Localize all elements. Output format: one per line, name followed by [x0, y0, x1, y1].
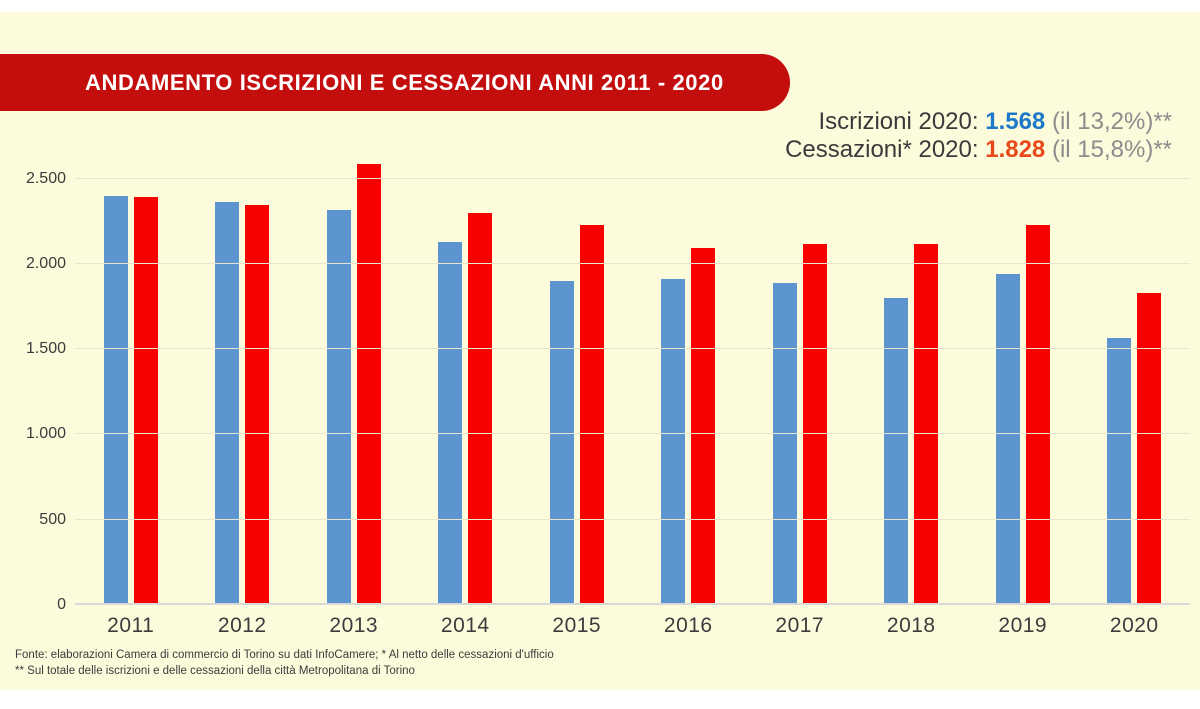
legend-iscrizioni-percent: (il 13,2%)**: [1045, 108, 1172, 135]
legend-iscrizioni-value: 1.568: [985, 108, 1046, 135]
bar-iscrizioni-2012: [215, 201, 240, 605]
bar-group-2014: [410, 161, 522, 605]
bar-cessazioni-2014: [468, 213, 493, 605]
y-tick-label-1500: 1.500: [25, 340, 66, 358]
bar-iscrizioni-2011: [103, 195, 128, 605]
source-notes: Fonte: elaborazioni Camera di commercio …: [15, 648, 554, 679]
legend: Iscrizioni 2020: 1.568 (il 13,2%)** Cess…: [785, 108, 1172, 164]
source-note-line2: ** Sul totale delle iscrizioni e delle c…: [15, 664, 415, 677]
bar-group-2012: [187, 161, 299, 605]
bar-group-2011: [75, 161, 187, 605]
x-tick-label-2011: 2011: [107, 614, 155, 637]
bar-iscrizioni-2013: [326, 210, 351, 605]
gridline-2500: [75, 177, 1190, 179]
y-tick-label-0: 0: [57, 596, 66, 613]
bar-iscrizioni-2019: [995, 274, 1020, 605]
gridline-2000: [75, 262, 1190, 264]
bar-cessazioni-2019: [1025, 224, 1050, 605]
gridline-0: [75, 603, 1190, 605]
legend-iscrizioni-label: Iscrizioni 2020:: [818, 108, 986, 135]
x-tick-label-2015: 2015: [552, 614, 602, 637]
y-tick-label-1000: 1.000: [25, 425, 66, 443]
legend-cessazioni-value: 1.828: [985, 136, 1046, 163]
x-tick-label-2018: 2018: [886, 614, 936, 637]
legend-cessazioni-percent: (il 15,8%)**: [1045, 136, 1172, 163]
bar-cessazioni-2020: [1137, 293, 1162, 605]
bar-cessazioni-2015: [579, 224, 604, 605]
bar-cessazioni-2011: [133, 197, 158, 605]
bar-group-2013: [298, 161, 410, 605]
bar-group-2017: [744, 161, 856, 605]
bar-iscrizioni-2015: [549, 280, 574, 605]
x-tick-label-2014: 2014: [440, 614, 490, 637]
bar-iscrizioni-2014: [438, 242, 463, 605]
bar-chart-plot-area: [75, 161, 1190, 605]
page-title: ANDAMENTO ISCRIZIONI E CESSAZIONI ANNI 2…: [85, 69, 724, 95]
y-tick-label-2000: 2.000: [25, 254, 66, 272]
x-tick-label-2012: 2012: [217, 614, 267, 637]
legend-cessazioni: Cessazioni* 2020: 1.828 (il 15,8%)**: [785, 136, 1172, 164]
bar-iscrizioni-2020: [1107, 337, 1132, 605]
bar-cessazioni-2016: [691, 248, 716, 605]
x-tick-label-2017: 2017: [775, 614, 825, 637]
bar-cessazioni-2012: [245, 204, 270, 605]
x-axis-labels: 2011 2012 2013 2014 2015 2016 2017 2018 2019 2020: [75, 614, 1190, 638]
y-tick-label-2500: 2.500: [25, 169, 66, 187]
y-tick-label-500: 500: [39, 510, 66, 528]
bar-cessazioni-2018: [914, 244, 939, 605]
bar-cessazioni-2017: [802, 244, 827, 605]
gridline-1500: [75, 348, 1190, 350]
title-banner: ANDAMENTO ISCRIZIONI E CESSAZIONI ANNI 2…: [0, 54, 790, 111]
bar-cessazioni-2013: [356, 164, 381, 605]
bar-iscrizioni-2017: [772, 282, 797, 605]
bar-group-2018: [856, 161, 968, 605]
bar-group-2015: [521, 161, 633, 605]
x-tick-label-2013: 2013: [329, 614, 379, 637]
bar-group-2016: [633, 161, 745, 605]
x-tick-label-2020: 2020: [1109, 614, 1159, 637]
bar-group-2019: [967, 161, 1079, 605]
gridline-500: [75, 518, 1190, 520]
gridline-1000: [75, 433, 1190, 435]
source-note-line1: Fonte: elaborazioni Camera di commercio …: [15, 649, 554, 661]
x-tick-label-2019: 2019: [998, 614, 1048, 637]
bar-group-2020: [1079, 161, 1191, 605]
x-tick-label-2016: 2016: [663, 614, 713, 637]
bar-iscrizioni-2016: [661, 279, 686, 605]
y-axis-labels: 0 500 1.000 1.500 2.000 2.500: [0, 161, 66, 614]
bar-iscrizioni-2018: [884, 297, 909, 605]
bar-groups: [75, 161, 1190, 605]
legend-cessazioni-label: Cessazioni* 2020:: [785, 136, 986, 163]
legend-iscrizioni: Iscrizioni 2020: 1.568 (il 13,2%)**: [785, 108, 1172, 136]
